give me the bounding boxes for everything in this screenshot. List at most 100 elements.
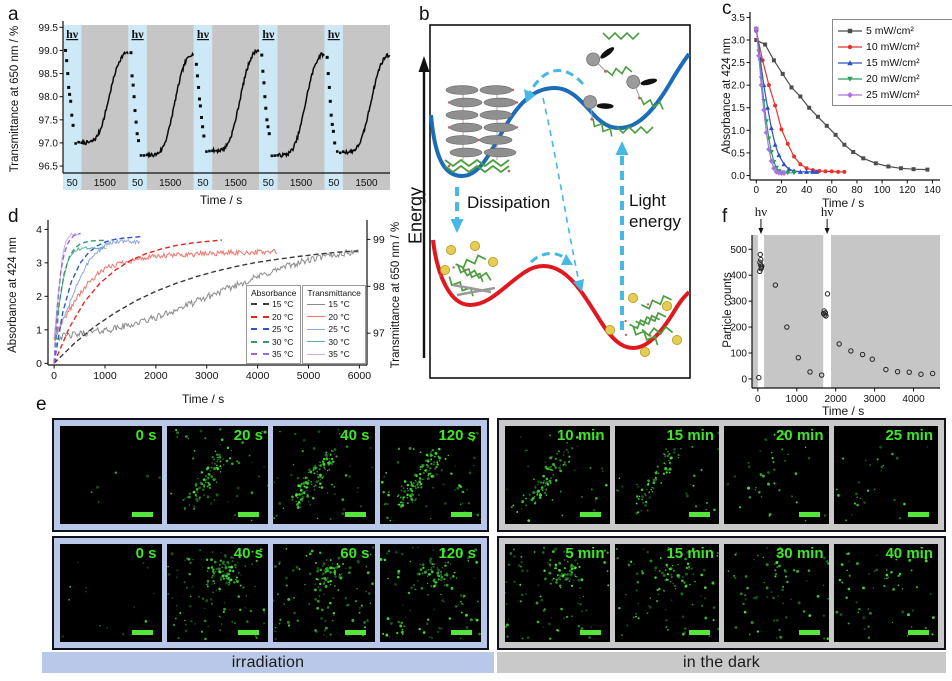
svg-text:0.0: 0.0	[731, 171, 745, 182]
scale-bar	[131, 630, 153, 635]
svg-text:5000: 5000	[297, 370, 321, 382]
svg-text:400: 400	[730, 271, 747, 282]
frame-time-label: 120 s	[438, 427, 476, 444]
fluorescence-image	[380, 431, 481, 522]
svg-text:98.0: 98.0	[39, 92, 59, 103]
frame-time-label: 0 s	[135, 545, 157, 562]
svg-text:hν: hν	[328, 27, 341, 41]
microscopy-frame: 5 min	[505, 544, 610, 642]
microscopy-frame: 120 s	[379, 544, 481, 642]
panel-d-right-y-axis-label: Transmittance at 650 nm / %	[390, 221, 402, 369]
frame-time-label: 20 min	[775, 427, 824, 444]
legend-label: 25 mW/cm²	[866, 89, 920, 101]
legend-label: 15 °C	[328, 299, 350, 310]
microscopy-frame: 40 min	[833, 544, 938, 642]
scale-bar	[579, 512, 601, 517]
svg-text:2: 2	[36, 291, 42, 303]
frame-time-label: 15 min	[666, 427, 714, 444]
panel-letter-e: e	[36, 394, 47, 415]
microscopy-frame: 0 s	[60, 426, 162, 524]
svg-text:97.0: 97.0	[39, 138, 59, 149]
svg-text:98.5: 98.5	[39, 69, 59, 80]
svg-text:140: 140	[924, 185, 941, 196]
panel-a-y-axis-label: Transmittance at 650 nm / %	[9, 25, 21, 173]
fluorescence-image	[615, 428, 719, 515]
microscopy-frame: 10 min	[505, 426, 610, 524]
frame-time-label: 0 s	[135, 427, 157, 444]
svg-text:3000: 3000	[195, 370, 219, 382]
caption-in-the-dark: in the dark	[497, 652, 946, 673]
svg-text:hν: hν	[821, 204, 834, 219]
svg-text:100: 100	[874, 185, 891, 196]
fluorescence-image	[835, 549, 935, 639]
legend-item: 15 mW/cm²	[837, 55, 951, 71]
frame-time-label: 40 min	[885, 545, 933, 562]
svg-text:50: 50	[328, 178, 340, 189]
svg-text:2.5: 2.5	[731, 58, 745, 69]
legend-label: 10 mW/cm²	[866, 41, 920, 53]
frame-time-label: 25 min	[885, 427, 933, 444]
svg-text:99: 99	[373, 234, 385, 246]
svg-text:1.0: 1.0	[731, 126, 745, 137]
svg-text:3000: 3000	[863, 394, 886, 405]
frame-time-label: 20 s	[233, 427, 263, 444]
frame-time-label: 15 min	[666, 545, 714, 562]
panel-a-x-axis-label: Time / s	[200, 193, 243, 207]
legend-item: 10 mW/cm²	[837, 39, 951, 55]
panel-e-microscopy-timelapse: e 0 s 20 s 40 s 120 s 10 min 15 min 20 min 25 m…	[0, 392, 952, 681]
panel-c-y-axis-label: Absorbance at 424 nm	[721, 38, 733, 154]
svg-text:99.0: 99.0	[39, 46, 59, 57]
microscopy-frame: 0 s	[60, 544, 162, 642]
svg-text:4: 4	[36, 224, 42, 236]
fluorescence-image	[90, 471, 161, 503]
scale-bar	[798, 512, 820, 517]
panel-a-plot: hν 50 1500 hν 50 1500 hν 50 1500 hν 50 1500 hν 50 1500…	[39, 21, 391, 190]
fluorescence-image	[506, 433, 608, 522]
legend-item: 20 mW/cm²	[837, 71, 951, 87]
svg-text:20: 20	[776, 185, 788, 196]
svg-text:6000: 6000	[348, 370, 372, 382]
fluorescence-image	[726, 429, 827, 522]
svg-text:100: 100	[730, 348, 747, 359]
panel-letter-d: d	[8, 206, 19, 227]
scale-bar	[238, 630, 259, 635]
microscopy-frame: 15 min	[614, 544, 719, 642]
svg-text:1500: 1500	[94, 178, 117, 189]
svg-text:1: 1	[36, 324, 42, 336]
svg-text:1500: 1500	[159, 178, 182, 189]
fluorescence-image	[169, 428, 268, 522]
scale-bar	[798, 630, 820, 635]
legend-label: 35 °C	[328, 349, 350, 360]
fluorescence-image	[273, 428, 374, 520]
scale-bar	[908, 512, 929, 517]
svg-text:96.5: 96.5	[39, 162, 59, 173]
svg-text:hν: hν	[262, 27, 275, 41]
svg-text:0: 0	[755, 394, 761, 405]
scale-bar	[451, 512, 472, 517]
legend-label: 30 °C	[272, 336, 294, 347]
panel-b-drawing	[418, 24, 691, 379]
legend-label: 20 °C	[328, 311, 350, 322]
svg-text:0: 0	[741, 374, 747, 385]
panel-d-left-y-axis-label: Absorbance at 424 nm	[7, 237, 19, 353]
svg-text:2.0: 2.0	[731, 81, 745, 92]
svg-text:1.5: 1.5	[731, 103, 745, 114]
panel-f-plot: hν hν 0 1000 2000 3000 4000 0 100 200 300 400 500	[730, 204, 940, 405]
svg-text:300: 300	[730, 297, 747, 308]
svg-text:50: 50	[67, 178, 79, 189]
svg-text:99.5: 99.5	[39, 23, 59, 34]
frame-time-label: 40 s	[340, 427, 370, 444]
svg-text:500: 500	[730, 245, 747, 256]
caption-irradiation: irradiation	[42, 652, 494, 673]
panel-letter-f: f	[722, 206, 728, 227]
scale-bar	[451, 630, 472, 635]
irradiation-block: 0 s 20 s 40 s 120 s	[52, 418, 489, 532]
microscopy-frame: 40 s	[273, 426, 375, 524]
transmittance-legend-box: Transmittance 15 °C 20 °C 25 °C 30 °C 35…	[302, 285, 366, 364]
legend-label: 35 °C	[272, 349, 294, 360]
svg-text:2000: 2000	[825, 394, 848, 405]
svg-text:2000: 2000	[144, 370, 168, 382]
svg-text:hν: hν	[66, 27, 79, 41]
scale-bar	[344, 512, 366, 517]
scale-bar	[131, 512, 153, 517]
